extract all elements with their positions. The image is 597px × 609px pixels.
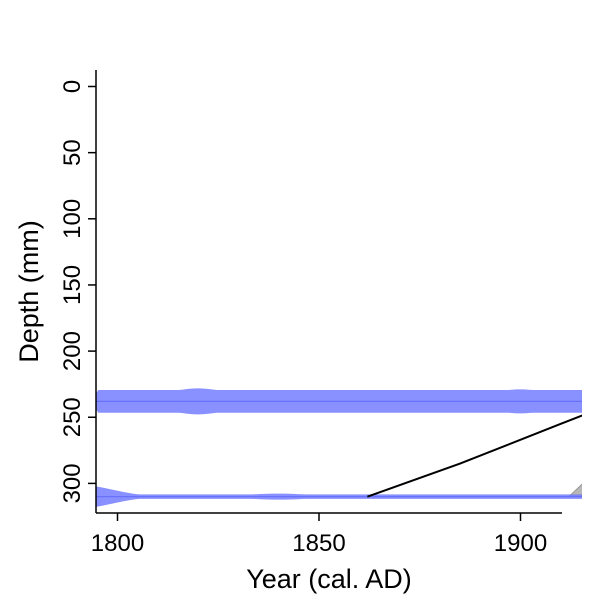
y-tick-label: 100	[59, 199, 86, 239]
y-tick-label: 150	[59, 265, 86, 305]
y-tick-label: 200	[59, 331, 86, 371]
x-tick-label: 1800	[91, 530, 144, 557]
axes: 18001850190019502000050100150200250300	[59, 70, 562, 557]
x-axis-title: Year (cal. AD)	[246, 564, 412, 594]
age-model-envelope	[567, 483, 582, 498]
y-tick-label: 250	[59, 397, 86, 437]
plot-area	[96, 388, 582, 507]
y-axis-title: Depth (mm)	[14, 220, 44, 363]
x-tick-label: 1900	[494, 530, 547, 557]
date-probability-blob	[96, 388, 582, 415]
x-tick-label: 1850	[292, 530, 345, 557]
date-probability-blob	[96, 486, 582, 507]
plot-clipped-group	[96, 388, 582, 507]
median-age-line	[367, 414, 582, 498]
y-tick-label: 50	[59, 139, 86, 166]
y-tick-label: 0	[59, 80, 86, 93]
y-tick-label: 300	[59, 463, 86, 503]
